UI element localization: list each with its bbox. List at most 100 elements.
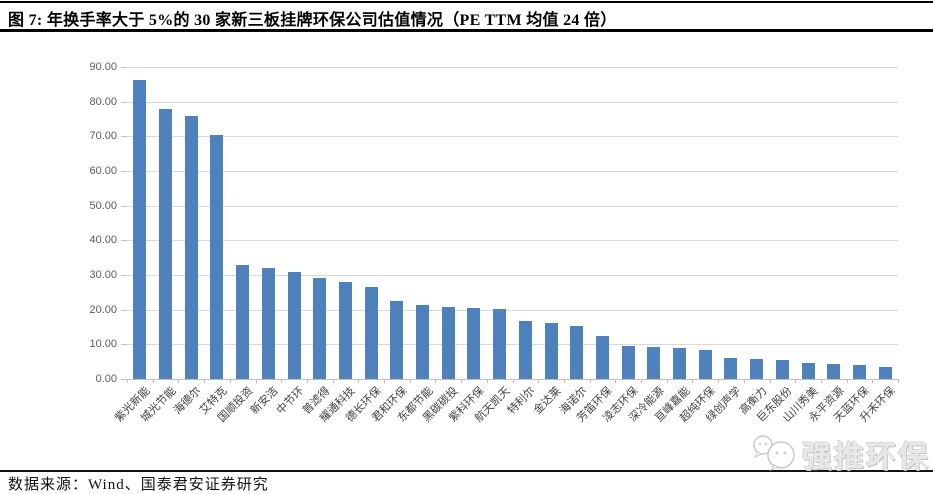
y-axis-tick-label: 80.00: [89, 95, 117, 108]
x-axis-tick: [204, 379, 206, 383]
y-axis-tick-label: 10.00: [89, 338, 117, 351]
x-axis-tick: [795, 379, 797, 383]
x-axis-tick: [563, 379, 565, 383]
bar: [775, 359, 789, 379]
x-axis-tick: [461, 379, 463, 383]
x-axis-tick: [281, 379, 283, 383]
x-axis-tick: [435, 379, 437, 383]
y-axis-tick-label: 40.00: [89, 234, 117, 247]
bar: [493, 309, 507, 379]
bar-chart: 0.00 10.00 20.00 30.00 40.00 50.00 60.00 70.00 8…: [0, 40, 933, 470]
y-axis-tick: [121, 136, 127, 138]
y-axis-tick-label: 60.00: [89, 165, 117, 177]
y-axis-tick-label: 50.00: [89, 199, 117, 212]
y-axis-tick: [121, 205, 127, 207]
x-axis-tick: [820, 379, 822, 383]
bar: [570, 325, 584, 379]
bar: [647, 347, 661, 379]
bar: [441, 307, 455, 379]
watermark: 强推环保: [750, 433, 930, 475]
y-axis-tick: [121, 240, 127, 242]
bar: [133, 80, 147, 379]
x-axis-tick: [152, 379, 154, 383]
bar: [544, 322, 558, 379]
bar: [595, 336, 609, 379]
bar: [673, 348, 687, 379]
chat-bubbles-icon: [750, 432, 798, 477]
x-axis-label: 中节环: [274, 385, 307, 417]
x-axis-tick: [127, 379, 128, 383]
bar: [801, 363, 815, 379]
gridline-70: [127, 136, 898, 138]
bar: [159, 109, 173, 379]
x-axis-label: 金达莱: [531, 385, 564, 417]
bar: [698, 349, 712, 379]
x-axis-tick: [898, 379, 899, 383]
x-axis-tick: [358, 379, 360, 383]
x-axis-tick: [229, 379, 231, 383]
x-axis-tick: [409, 379, 411, 383]
y-axis-tick: [121, 101, 127, 103]
bar: [287, 271, 301, 379]
bar: [621, 346, 635, 379]
bar: [184, 115, 198, 379]
gridline-10: [127, 344, 898, 346]
bar: [390, 301, 404, 379]
bar: [827, 363, 841, 379]
gridline-90: [127, 67, 898, 68]
x-axis-tick: [769, 379, 771, 383]
x-axis-tick: [178, 379, 180, 383]
bar: [852, 364, 866, 379]
x-axis-tick: [641, 379, 642, 383]
y-axis-tick: [121, 171, 127, 172]
figure-title: 图 7: 年换手率大于 5%的 30 家新三板挂牌环保公司估值情况（PE TTM…: [8, 12, 617, 29]
title-underline-rule: [0, 29, 933, 32]
bar: [750, 358, 764, 379]
x-axis-tick: [872, 379, 874, 383]
x-axis-tick: [486, 379, 488, 383]
data-source-note: 数据来源：Wind、国泰君安证券研究: [8, 477, 269, 493]
bar: [878, 366, 892, 379]
y-axis-tick-label: 20.00: [89, 303, 117, 316]
bar: [724, 358, 738, 379]
gridline-50: [127, 205, 898, 207]
y-axis-tick: [121, 275, 127, 276]
x-axis-label: 海德尔: [171, 385, 204, 417]
bar: [313, 277, 327, 379]
x-axis-label: 新安洁: [249, 385, 281, 417]
bar: [210, 134, 224, 379]
gridline-40: [127, 240, 898, 242]
bar: [518, 321, 532, 379]
x-axis-tick: [718, 379, 720, 383]
gridline-80: [127, 101, 898, 103]
watermark-label: 强推环保: [802, 441, 930, 474]
gridline-20: [127, 309, 898, 311]
gridline-60: [127, 171, 898, 172]
bottom-border-rule: [0, 470, 933, 472]
y-axis-tick: [121, 379, 127, 380]
x-axis-tick: [692, 379, 694, 383]
x-axis-tick: [666, 379, 668, 383]
bar: [467, 308, 481, 379]
x-axis-tick: [306, 379, 308, 383]
x-axis-tick: [384, 379, 385, 383]
x-axis-tick: [589, 379, 591, 383]
x-axis-tick: [332, 379, 334, 383]
y-axis-tick-label: 70.00: [89, 130, 117, 143]
y-axis-tick: [121, 344, 127, 346]
y-axis-tick-label: 90.00: [89, 61, 117, 73]
bar: [236, 264, 250, 379]
gridline-30: [127, 275, 898, 276]
bar: [338, 282, 352, 379]
x-axis-label: 特利尔: [506, 385, 538, 417]
bar: [364, 287, 378, 379]
y-axis-tick-label: 0.00: [95, 373, 117, 385]
x-axis-tick: [846, 379, 848, 383]
bar: [261, 267, 275, 379]
x-axis-tick: [512, 379, 514, 383]
y-axis-tick: [121, 67, 127, 68]
x-axis-tick: [255, 379, 257, 383]
x-axis-tick: [538, 379, 540, 383]
top-border-rule: [0, 1, 933, 3]
y-axis-tick-label: 30.00: [89, 269, 117, 281]
